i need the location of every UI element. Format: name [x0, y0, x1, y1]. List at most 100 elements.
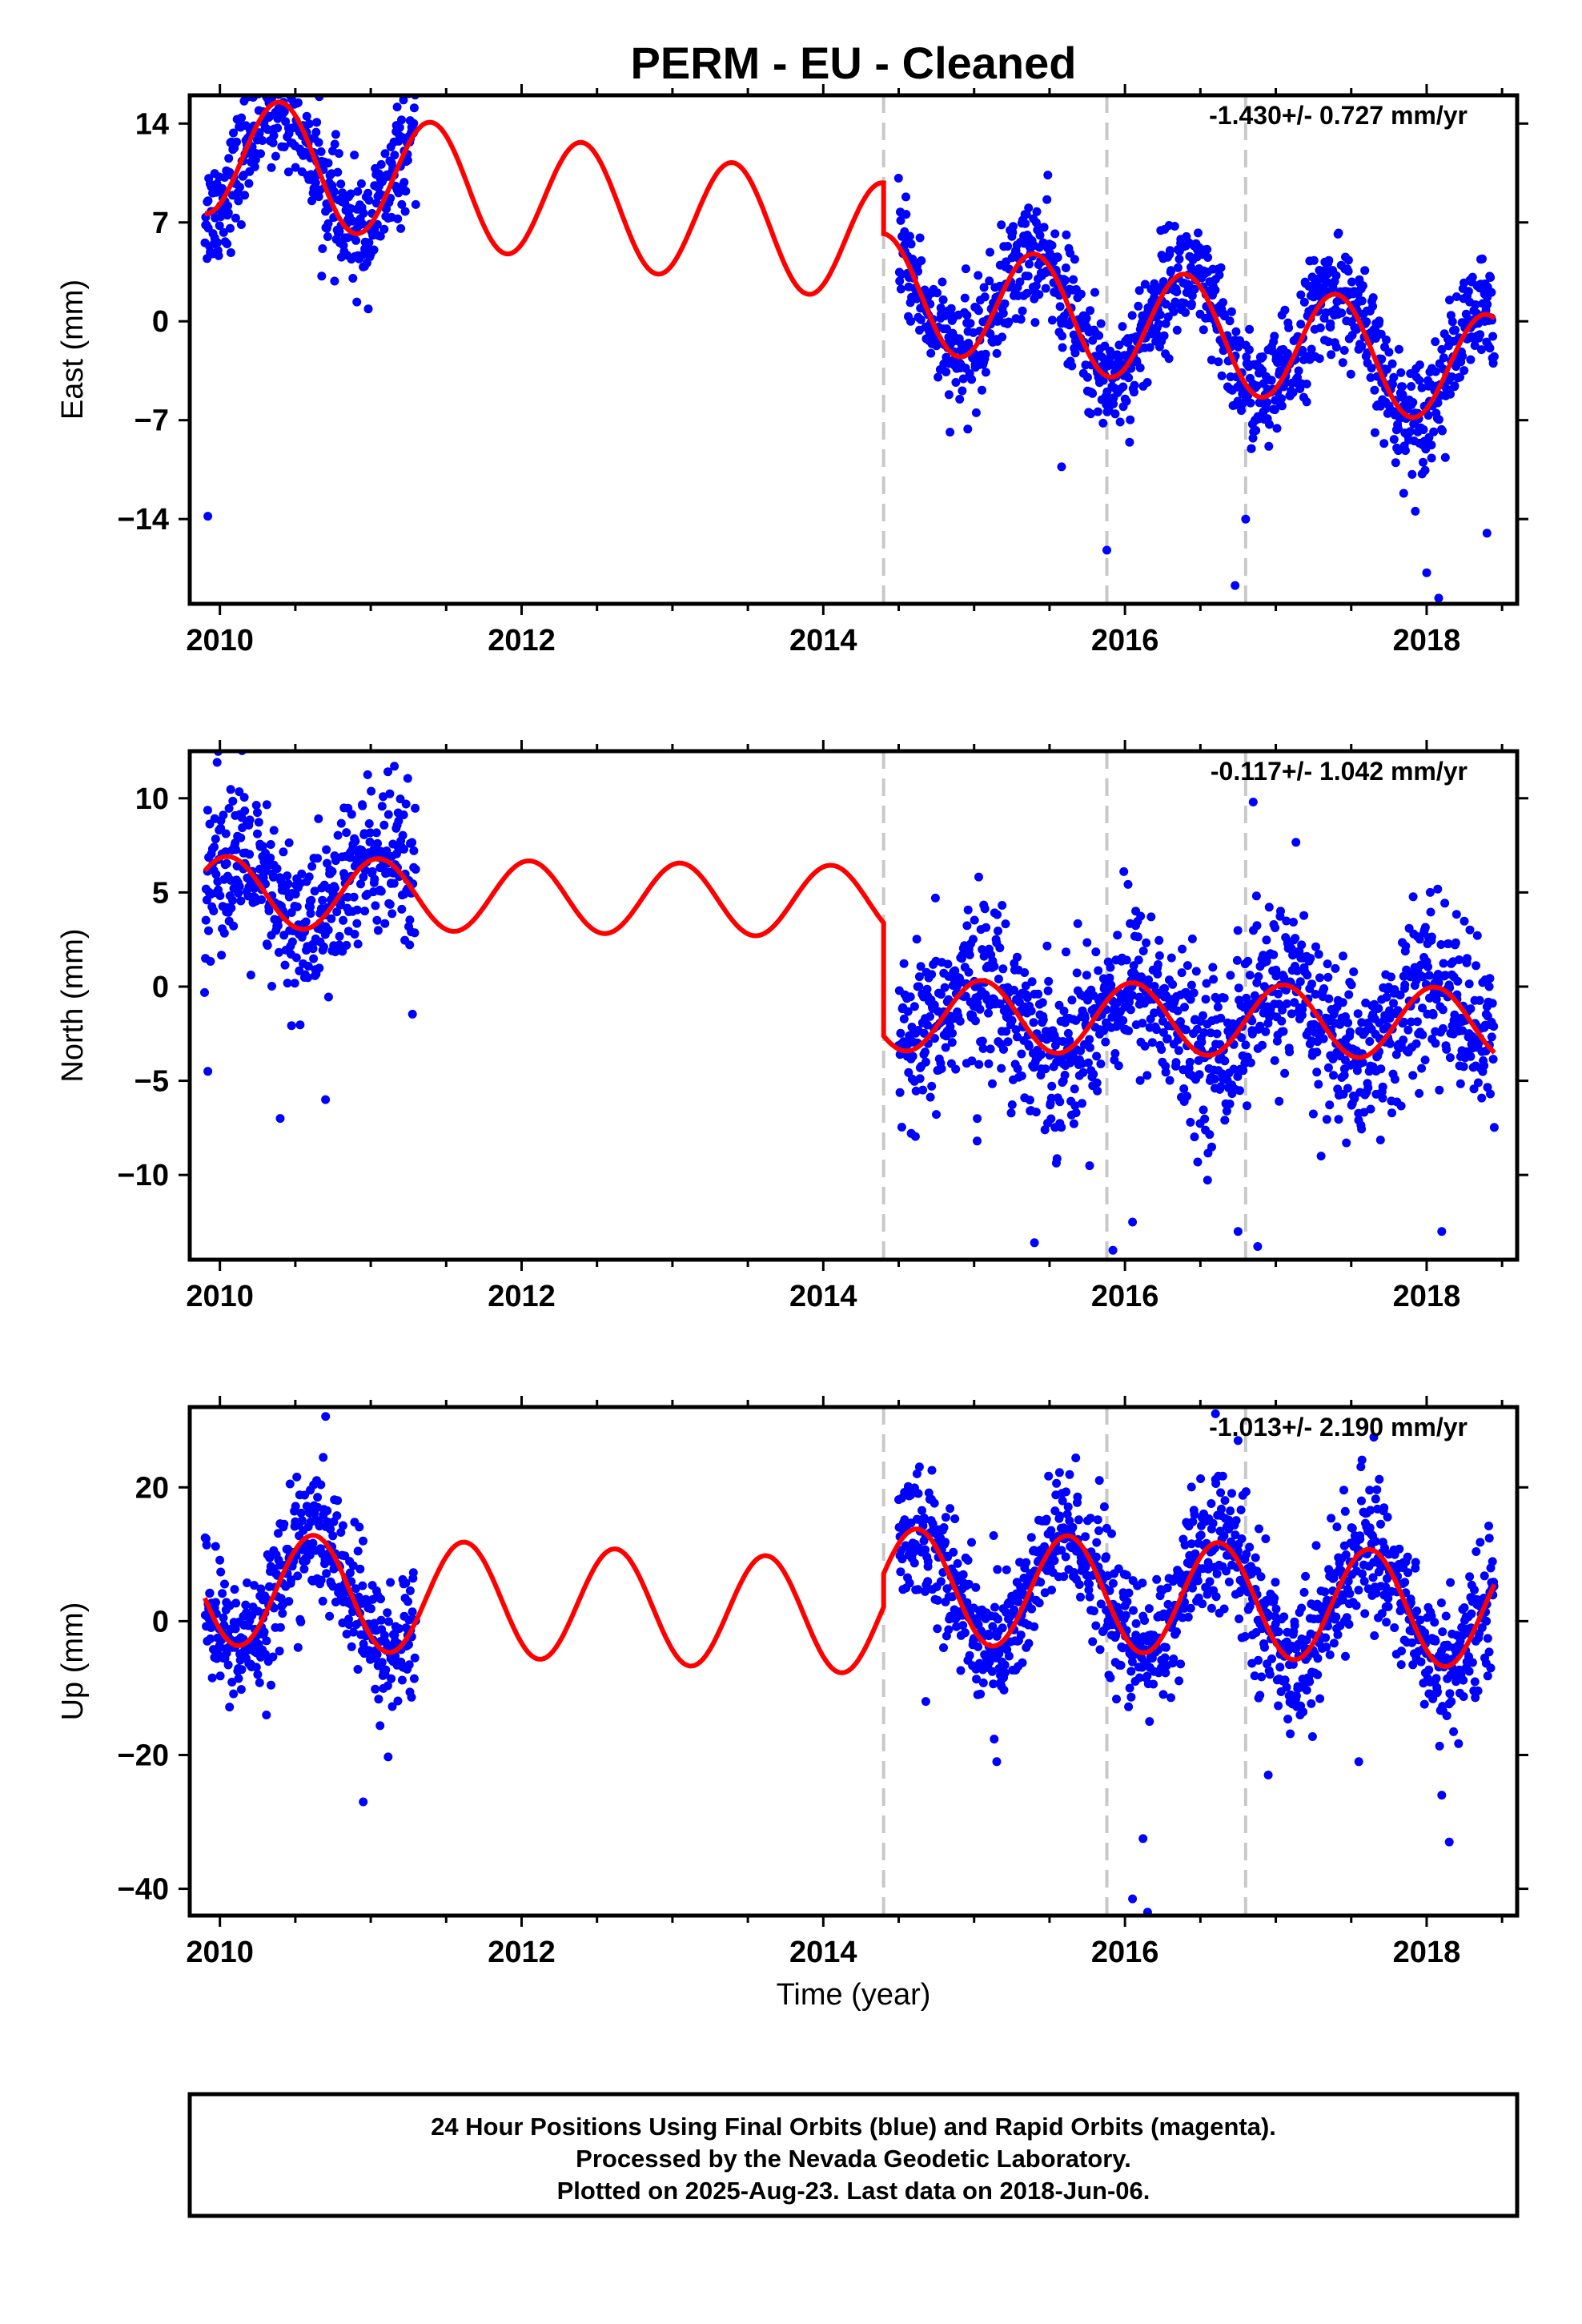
data-point [1136, 911, 1146, 921]
data-point [1265, 420, 1274, 429]
data-point [1264, 441, 1274, 451]
data-point [1403, 1568, 1413, 1578]
data-point [1022, 993, 1032, 1003]
data-point [1342, 1138, 1351, 1148]
data-point [1231, 1530, 1240, 1540]
data-point [1390, 1623, 1399, 1632]
data-point [307, 862, 317, 871]
data-point [958, 1621, 968, 1630]
data-point [211, 1598, 220, 1607]
data-point [1486, 1089, 1495, 1099]
data-point [1047, 316, 1057, 325]
data-point [327, 866, 337, 876]
data-point [235, 787, 244, 797]
data-point [1186, 300, 1196, 309]
data-point [1164, 354, 1174, 364]
data-point [1407, 1017, 1416, 1027]
data-point [990, 962, 999, 971]
data-point [1205, 1130, 1215, 1140]
data-point [1124, 373, 1134, 383]
data-point [988, 1622, 998, 1631]
data-point [1017, 1072, 1026, 1080]
data-point [303, 973, 312, 983]
data-point [966, 319, 975, 328]
data-point [1282, 916, 1291, 926]
data-point [1372, 1485, 1382, 1494]
data-point [1379, 439, 1389, 448]
data-point [1040, 1125, 1050, 1135]
data-point [998, 901, 1007, 910]
data-point [1231, 327, 1241, 336]
data-point [1279, 1612, 1289, 1622]
data-point [950, 1514, 960, 1523]
data-point [405, 940, 415, 950]
data-point [349, 1627, 358, 1637]
data-point [903, 1007, 913, 1016]
data-point [273, 123, 283, 133]
data-point [1366, 373, 1375, 382]
data-point [1235, 336, 1244, 345]
data-point [283, 979, 292, 988]
data-point [1047, 1586, 1056, 1594]
data-point [1312, 1068, 1322, 1077]
data-point [1166, 953, 1176, 963]
data-point [262, 800, 271, 810]
data-point [1359, 1577, 1369, 1586]
data-point [1387, 1108, 1396, 1118]
data-point [1054, 1000, 1064, 1010]
data-point [1406, 1598, 1415, 1607]
data-point [1002, 1565, 1011, 1574]
data-point [1123, 879, 1133, 889]
data-point [359, 1536, 367, 1546]
data-point [895, 276, 905, 286]
data-point [1105, 973, 1114, 983]
data-point [1255, 1691, 1265, 1700]
data-point [1037, 1050, 1046, 1059]
data-point [1323, 337, 1333, 347]
data-point [328, 1582, 338, 1591]
data-point [1115, 417, 1125, 427]
data-point [1247, 1029, 1257, 1039]
data-point [329, 187, 339, 196]
data-point [930, 1034, 939, 1043]
data-point [323, 992, 333, 1002]
data-point [397, 115, 406, 125]
data-point [1311, 942, 1320, 951]
data-point [1271, 1611, 1280, 1621]
data-point [1219, 298, 1228, 308]
data-point [355, 1522, 364, 1532]
data-point [1153, 969, 1162, 979]
data-point [994, 927, 1002, 935]
data-point [1124, 1702, 1134, 1711]
data-point [1451, 938, 1460, 947]
data-point [1233, 1546, 1243, 1555]
data-point [280, 960, 290, 970]
data-point [1339, 951, 1347, 961]
data-point [905, 992, 915, 1002]
data-point [317, 271, 327, 281]
data-point [1343, 1084, 1352, 1093]
data-point [1150, 279, 1159, 288]
data-point [1470, 341, 1480, 350]
data-point [1157, 1045, 1166, 1054]
data-point [353, 1665, 363, 1674]
data-point [1407, 1638, 1417, 1647]
data-point [1190, 1132, 1199, 1142]
data-point [978, 945, 987, 955]
data-point [347, 810, 356, 819]
data-point [923, 1577, 933, 1586]
data-point [986, 329, 995, 339]
data-point [1277, 394, 1287, 404]
data-point [1431, 1039, 1440, 1048]
data-point [1416, 1657, 1426, 1667]
data-point [926, 1011, 934, 1021]
data-point [1254, 972, 1263, 981]
data-point [1145, 1717, 1154, 1727]
data-point [1149, 1679, 1158, 1689]
data-point [1282, 999, 1291, 1008]
data-point [1220, 1056, 1230, 1066]
data-point [236, 1685, 246, 1695]
data-point [1241, 1487, 1251, 1497]
data-point [1025, 1096, 1034, 1105]
outlier-point [1437, 1791, 1447, 1800]
